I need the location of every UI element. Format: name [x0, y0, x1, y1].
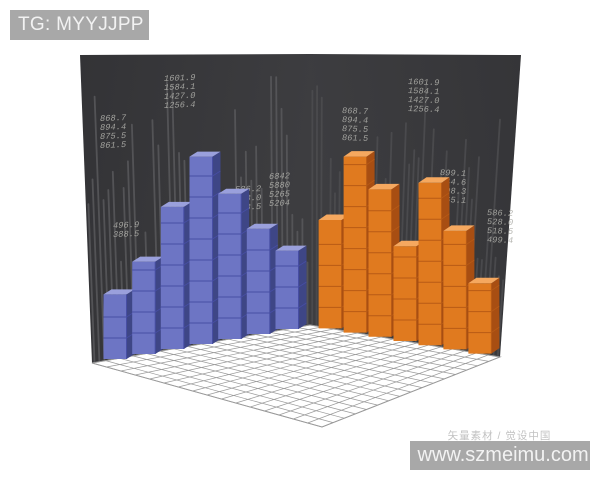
svg-text:499.4: 499.4: [487, 235, 513, 246]
svg-text:1256.4: 1256.4: [408, 104, 440, 115]
svg-text:388.5: 388.5: [113, 229, 139, 240]
svg-text:5204: 5204: [269, 198, 290, 209]
svg-text:861.5: 861.5: [342, 133, 368, 144]
svg-text:861.5: 861.5: [100, 140, 126, 151]
svg-text:1256.4: 1256.4: [164, 100, 196, 111]
